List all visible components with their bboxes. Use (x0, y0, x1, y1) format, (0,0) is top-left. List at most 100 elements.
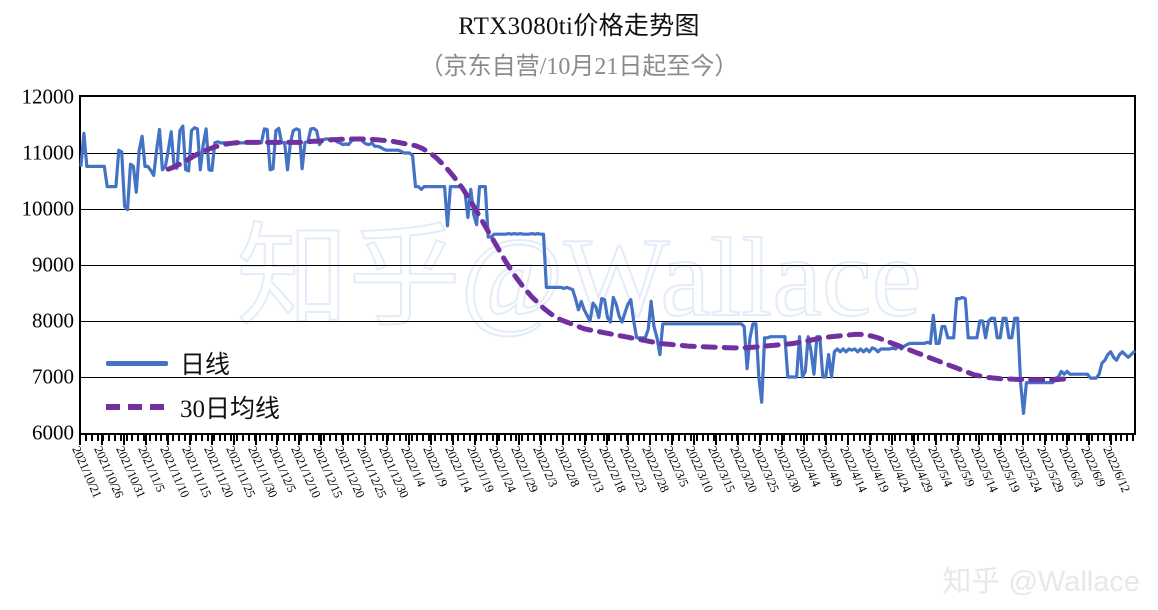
x-axis-minor-tick (212, 433, 215, 441)
x-axis-minor-tick (143, 433, 145, 441)
x-axis-minor-tick (102, 433, 105, 441)
x-axis-major-tick (473, 433, 476, 445)
x-axis-minor-tick (393, 433, 396, 441)
x-axis-minor-tick (311, 433, 314, 441)
x-axis-minor-tick (369, 433, 372, 441)
x-axis-minor-tick (940, 433, 942, 441)
x-axis-major-tick (671, 433, 674, 445)
y-axis-tick-label: 7000 (32, 364, 74, 389)
y-axis-tick-label: 11000 (22, 140, 74, 165)
x-axis-minor-tick (218, 433, 221, 441)
x-axis-minor-tick (201, 433, 204, 441)
x-axis-minor-tick (1091, 433, 1094, 441)
x-axis-minor-tick (695, 433, 698, 441)
x-axis-major-tick (627, 433, 630, 445)
x-axis-major-tick (144, 433, 147, 445)
x-axis-minor-tick (282, 433, 285, 441)
x-axis-minor-tick (905, 433, 908, 441)
x-axis-minor-tick (788, 433, 791, 441)
x-axis-minor-tick (567, 433, 570, 441)
x-axis-minor-tick (876, 433, 878, 441)
x-axis-minor-tick (835, 433, 838, 441)
x-axis-minor-tick (294, 433, 297, 441)
x-axis-minor-tick (812, 433, 814, 441)
x-axis-minor-tick (90, 433, 93, 441)
legend-swatch-daily-icon (106, 360, 168, 366)
x-axis-major-tick (1110, 433, 1113, 445)
x-axis-minor-tick (748, 433, 750, 441)
x-axis-major-tick (342, 433, 345, 445)
x-axis-minor-tick (259, 433, 262, 441)
x-axis-minor-tick (631, 433, 634, 441)
x-axis-minor-tick (1033, 433, 1036, 441)
plot-area (79, 95, 1136, 435)
x-axis-major-tick (1022, 433, 1025, 445)
x-axis-minor-tick (707, 433, 710, 441)
x-axis-major-tick (868, 433, 871, 445)
gridline (81, 265, 1134, 266)
x-axis-minor-tick (463, 433, 465, 441)
x-axis-minor-tick (300, 433, 303, 441)
y-axis-tick-label: 6000 (32, 420, 74, 445)
x-axis-major-tick (495, 433, 498, 445)
x-axis-major-tick (649, 433, 652, 445)
x-axis-minor-tick (527, 433, 529, 441)
x-axis-minor-tick (317, 433, 320, 441)
x-axis-minor-tick (84, 433, 87, 441)
x-axis-minor-tick (1079, 433, 1082, 441)
x-axis-minor-tick (439, 433, 442, 441)
x-axis-minor-tick (660, 433, 663, 441)
x-axis-minor-tick (183, 433, 186, 441)
x-axis-major-tick (539, 433, 542, 445)
x-axis-major-tick (451, 433, 454, 445)
x-axis-minor-tick (724, 433, 727, 441)
x-axis-major-tick (1000, 433, 1003, 445)
x-axis-minor-tick (969, 433, 972, 441)
x-axis-major-tick (408, 433, 411, 445)
x-axis-minor-tick (782, 433, 785, 441)
x-axis-major-tick (1044, 433, 1047, 445)
x-axis-minor-tick (550, 433, 553, 441)
x-axis-minor-tick (137, 433, 140, 441)
x-axis-minor-tick (1038, 433, 1041, 441)
x-axis-minor-tick (381, 433, 384, 441)
x-axis-minor-tick (1068, 433, 1070, 441)
x-axis-minor-tick (800, 433, 803, 441)
x-axis-minor-tick (416, 433, 419, 441)
watermark-corner: 知乎 @Wallace (942, 566, 1140, 598)
x-axis-minor-tick (428, 433, 431, 441)
gridline (81, 321, 1134, 322)
x-axis-major-tick (605, 433, 608, 445)
x-axis-minor-tick (852, 433, 855, 441)
x-axis-minor-tick (486, 433, 489, 441)
x-axis-minor-tick (154, 433, 157, 441)
x-axis-minor-tick (672, 433, 675, 441)
x-axis-major-tick (824, 433, 827, 445)
x-axis-major-tick (1066, 433, 1069, 445)
x-axis-minor-tick (108, 433, 111, 441)
series-lines (79, 124, 1136, 415)
x-axis-minor-tick (207, 433, 209, 441)
x-axis-minor-tick (718, 433, 721, 441)
x-axis-major-tick (846, 433, 849, 445)
x-axis-minor-tick (1097, 433, 1100, 441)
legend-label-ma30: 30日均线 (180, 396, 281, 423)
x-axis-major-tick (100, 433, 103, 445)
x-axis-minor-tick (1102, 433, 1105, 441)
x-axis-minor-tick (655, 433, 657, 441)
x-axis-major-tick (430, 433, 432, 445)
x-axis-major-tick (320, 433, 323, 445)
x-axis-minor-tick (841, 433, 844, 441)
gridline (81, 377, 1134, 378)
x-axis-minor-tick (730, 433, 733, 441)
x-axis-minor-tick (236, 433, 239, 441)
x-axis-minor-tick (870, 433, 873, 441)
x-axis-major-tick (517, 433, 520, 445)
x-axis-minor-tick (1073, 433, 1076, 441)
x-axis-major-tick (693, 433, 696, 445)
x-axis-minor-tick (1085, 433, 1088, 441)
x-axis-minor-tick (957, 433, 960, 441)
x-axis-minor-tick (974, 433, 977, 441)
x-axis-minor-tick (637, 433, 640, 441)
